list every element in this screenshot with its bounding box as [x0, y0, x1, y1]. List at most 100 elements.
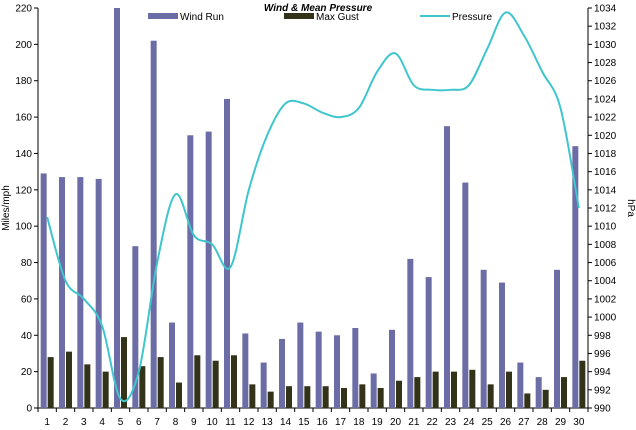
y-tick-label: 200	[15, 40, 32, 51]
bar-wind-run	[77, 177, 84, 408]
bar-wind-run	[260, 362, 267, 408]
y-tick-label: 160	[15, 113, 32, 124]
y2-tick-label: 1012	[594, 204, 617, 215]
bar-wind-run	[187, 135, 194, 409]
bar-wind-run	[480, 269, 487, 408]
bar-max-gust	[359, 384, 366, 408]
x-tick-label: 20	[390, 417, 402, 428]
x-tick-label: 17	[335, 417, 347, 428]
x-tick-label: 22	[427, 417, 439, 428]
x-tick-label: 18	[353, 417, 365, 428]
y-tick-label: 80	[21, 258, 33, 269]
bar-max-gust	[506, 371, 512, 408]
x-tick-label: 25	[482, 417, 494, 428]
y2-tick-label: 996	[594, 349, 611, 360]
bar-wind-run	[389, 329, 395, 408]
bar-wind-run	[554, 269, 560, 408]
bar-wind-run	[334, 335, 340, 408]
x-tick-label: 23	[445, 417, 457, 428]
bar-wind-run	[224, 98, 230, 408]
y2-tick-label: 994	[594, 367, 611, 378]
y2-tick-label: 990	[594, 404, 611, 415]
bar-max-gust	[267, 391, 274, 408]
bar-max-gust	[396, 380, 402, 408]
bar-max-gust	[579, 360, 586, 408]
x-tick-label: 3	[81, 417, 87, 428]
bar-wind-run	[315, 331, 322, 408]
bar-max-gust	[377, 388, 384, 408]
y2-tick-label: 1028	[594, 58, 617, 69]
bar-max-gust	[524, 393, 531, 408]
bar-max-gust	[414, 377, 421, 408]
y2-tick-label: 992	[594, 385, 611, 396]
y2-tick-label: 998	[594, 331, 611, 342]
x-tick-label: 8	[173, 417, 179, 428]
y2-tick-label: 1026	[594, 76, 617, 87]
y-tick-label: 120	[15, 185, 32, 196]
x-tick-label: 24	[463, 417, 475, 428]
y2-tick-label: 1020	[594, 131, 617, 142]
y2-tick-label: 1002	[594, 294, 617, 305]
x-tick-label: 26	[500, 417, 512, 428]
x-tick-label: 27	[518, 417, 530, 428]
bar-wind-run	[535, 377, 542, 408]
bar-wind-run	[425, 277, 432, 408]
bar-max-gust	[451, 371, 457, 408]
line-pressure	[46, 11, 580, 403]
bar-wind-run	[444, 126, 450, 408]
bar-wind-run	[297, 322, 304, 408]
bar-max-gust	[121, 337, 127, 408]
x-tick-label: 5	[118, 417, 124, 428]
x-tick-label: 9	[191, 417, 197, 428]
x-tick-label: 12	[243, 417, 255, 428]
bar-max-gust	[322, 386, 329, 408]
bar-wind-run	[352, 328, 359, 408]
legend-label-pressure: Pressure	[452, 12, 492, 23]
x-tick-label: 10	[207, 417, 219, 428]
x-tick-label: 15	[298, 417, 310, 428]
legend-swatch-wind-run	[148, 13, 178, 19]
bar-max-gust	[542, 389, 549, 408]
chart-title: Wind & Mean Pressure	[264, 3, 373, 14]
x-tick-label: 14	[280, 417, 292, 428]
bar-max-gust	[139, 366, 146, 408]
y2-tick-label: 1032	[594, 22, 617, 33]
bar-max-gust	[66, 351, 72, 408]
y2-tick-label: 1024	[594, 94, 617, 105]
bar-max-gust	[194, 355, 201, 408]
y2-tick-label: 1014	[594, 185, 617, 196]
y2-tick-label: 1006	[594, 258, 617, 269]
bar-max-gust	[249, 384, 256, 408]
bar-max-gust	[102, 371, 109, 408]
x-tick-label: 2	[63, 417, 69, 428]
x-tick-label: 6	[136, 417, 142, 428]
bar-max-gust	[341, 388, 347, 408]
y-tick-label: 140	[15, 149, 32, 160]
x-tick-label: 19	[372, 417, 384, 428]
x-tick-label: 4	[99, 417, 105, 428]
bar-wind-run	[572, 146, 579, 408]
y-tick-label: 180	[15, 76, 32, 87]
x-tick-label: 16	[317, 417, 329, 428]
y-tick-label: 220	[15, 4, 32, 15]
y2-axis-label: hPa	[625, 199, 636, 217]
x-tick-label: 7	[154, 417, 160, 428]
y-tick-label: 40	[21, 331, 33, 342]
y2-tick-label: 1000	[594, 313, 617, 324]
x-tick-label: 21	[408, 417, 420, 428]
legend-label-max-gust: Max Gust	[316, 12, 359, 23]
bar-wind-run	[499, 282, 505, 408]
y2-tick-label: 1010	[594, 222, 617, 233]
bar-max-gust	[561, 377, 567, 408]
bar-wind-run	[114, 8, 120, 408]
y-axis-label: Miles/mph	[1, 185, 12, 231]
y-tick-label: 20	[21, 367, 33, 378]
x-tick-label: 28	[537, 417, 549, 428]
bar-max-gust	[212, 360, 219, 408]
bar-max-gust	[286, 386, 292, 408]
x-tick-label: 13	[262, 417, 274, 428]
bar-wind-run	[242, 333, 249, 408]
y2-tick-label: 1034	[594, 4, 617, 15]
y-tick-label: 0	[26, 404, 32, 415]
